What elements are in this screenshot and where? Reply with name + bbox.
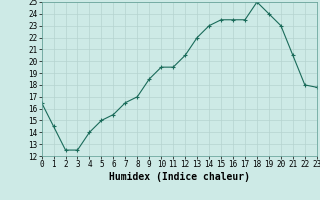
X-axis label: Humidex (Indice chaleur): Humidex (Indice chaleur) <box>109 172 250 182</box>
